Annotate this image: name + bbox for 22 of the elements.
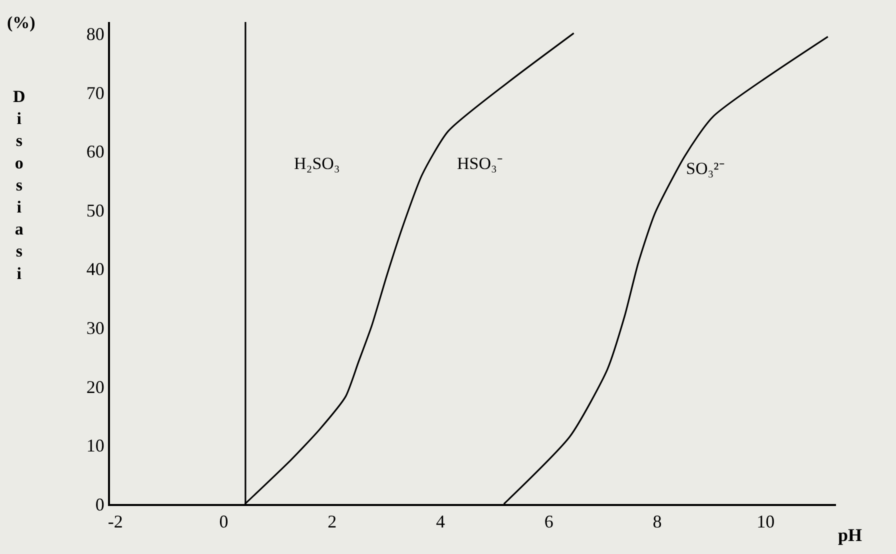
y-tick-label: 50	[86, 200, 104, 220]
x-tick-label: 8	[652, 512, 662, 532]
x-tick-label: 2	[328, 512, 337, 532]
text: (%)	[7, 13, 36, 32]
annotation: HSO₃⁻	[457, 154, 503, 173]
annotation: H₂SO₃	[294, 154, 340, 173]
x-tick-label: 0	[219, 512, 228, 532]
x-tick-label: 6	[544, 512, 554, 532]
x-tick-label: -2	[108, 512, 123, 532]
annotation: SO₃²⁻	[686, 159, 725, 178]
y-tick-label: 0	[95, 494, 104, 514]
y-tick-label: 60	[86, 142, 104, 162]
y-tick-label: 30	[86, 318, 104, 338]
y-tick-label: 20	[86, 376, 104, 397]
x-tick-label: 4	[436, 512, 445, 532]
y-tick-label: 80	[86, 24, 104, 44]
text: Disosiasi	[13, 87, 26, 283]
y-tick-label: 10	[86, 436, 104, 456]
y-tick-label: 40	[86, 259, 104, 280]
x-tick-label: 10	[756, 512, 775, 532]
y-tick-label: 70	[86, 82, 104, 103]
x-axis-title: pH	[838, 525, 862, 545]
